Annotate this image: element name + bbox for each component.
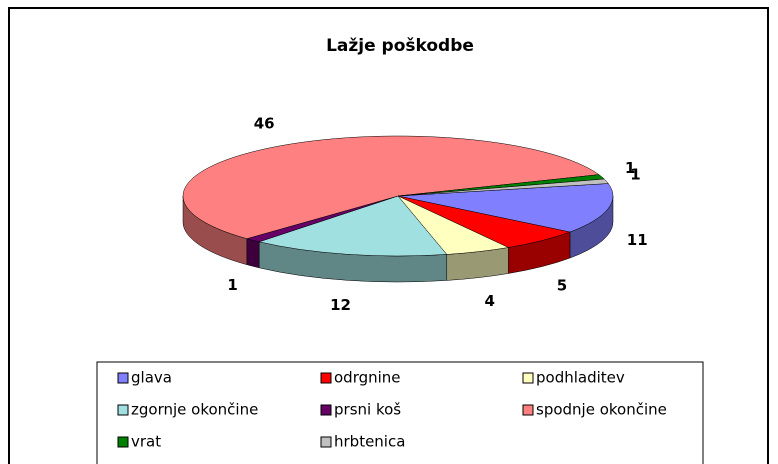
- pie-slice: [182, 135, 600, 239]
- legend-label: prsni koš: [334, 401, 401, 419]
- legend-swatch: [320, 372, 332, 384]
- data-label: 46: [254, 114, 275, 132]
- pie-slice: [397, 183, 614, 233]
- legend-swatch: [522, 404, 534, 416]
- legend-swatch: [320, 404, 332, 416]
- data-label: 1: [227, 276, 237, 294]
- legend-label: hrbtenica: [334, 433, 405, 451]
- legend-swatch: [522, 372, 534, 384]
- legend-label: zgornje okončine: [131, 401, 258, 419]
- legend-label: vrat: [131, 433, 161, 451]
- chart-title: Lažje poškodbe: [326, 36, 474, 56]
- pie-slice: [258, 195, 448, 257]
- legend-swatch: [117, 372, 129, 384]
- data-label: 11: [627, 231, 648, 249]
- legend-box: [96, 361, 704, 464]
- legend-label: spodnje okončine: [536, 401, 667, 419]
- data-label: 5: [557, 276, 567, 294]
- data-label: 4: [485, 292, 495, 310]
- legend-label: glava: [131, 369, 172, 387]
- legend-swatch: [117, 404, 129, 416]
- legend-label: podhladitev: [536, 369, 625, 387]
- pie-slice: [397, 178, 609, 197]
- legend-swatch: [320, 436, 332, 448]
- legend-swatch: [117, 436, 129, 448]
- pie-slice-side: [246, 238, 260, 269]
- data-label: 1: [625, 159, 635, 177]
- data-label: 1: [630, 165, 640, 183]
- legend-label: odrgnine: [334, 369, 401, 387]
- data-label: 12: [330, 296, 351, 314]
